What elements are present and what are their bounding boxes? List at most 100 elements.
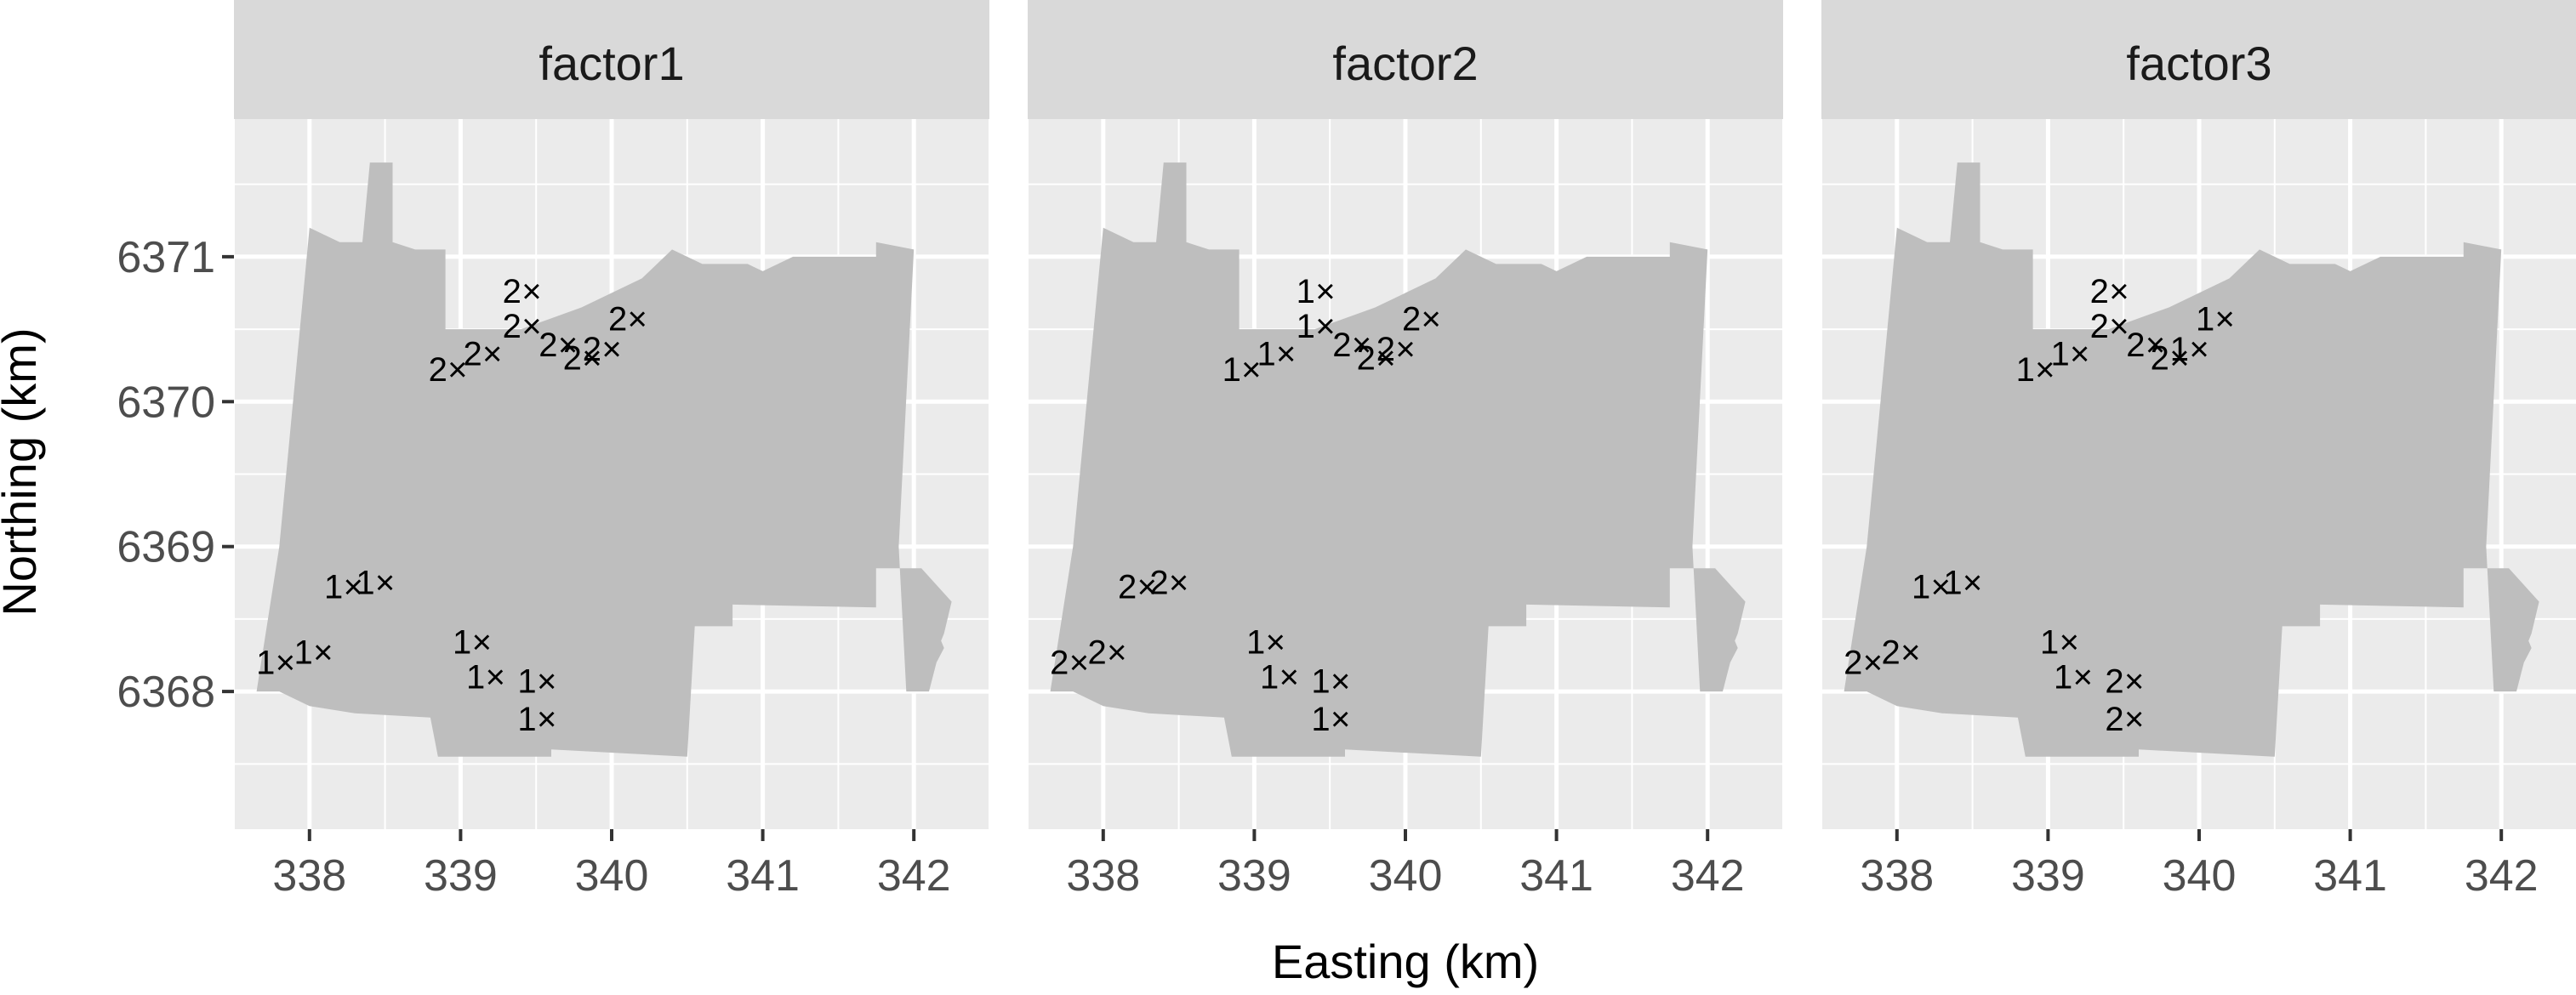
x-tick-label: 338 — [272, 851, 346, 901]
data-point: ×2 — [563, 339, 602, 377]
point-marker: × — [482, 335, 502, 372]
point-label: 2 — [2090, 308, 2109, 345]
point-marker: × — [1931, 569, 1951, 606]
x-tick-label: 340 — [1369, 851, 1443, 901]
data-point: ×2 — [1844, 644, 1883, 681]
point-label: 1 — [2050, 335, 2069, 372]
point-label: 1 — [1297, 308, 1315, 345]
data-point: ×1 — [294, 634, 333, 671]
point-marker: × — [1331, 662, 1350, 700]
point-marker: × — [537, 701, 556, 738]
point-marker: × — [375, 565, 395, 602]
data-point: ×2 — [2090, 273, 2129, 310]
facet-panel-factor1: factor1×2×2 ×2×2×2×2 ×2×2×1 ×1×1×1×1×1 ×1×13… — [233, 0, 990, 901]
facet-strip — [234, 0, 989, 119]
y-axis-title: Northing (km) — [0, 327, 46, 616]
point-label: 1 — [2016, 351, 2035, 389]
point-label: 1 — [2054, 658, 2072, 696]
data-point: ×1 — [1260, 658, 1299, 696]
point-label: 1 — [1912, 569, 1930, 606]
x-tick-label: 338 — [1066, 851, 1140, 901]
point-marker: × — [521, 273, 541, 310]
point-label: 2 — [1149, 565, 1168, 602]
point-label: 1 — [356, 565, 374, 602]
data-point: ×1 — [1257, 335, 1296, 372]
point-label: 2 — [1402, 300, 1421, 338]
point-label: 2 — [1050, 644, 1069, 681]
point-marker: × — [472, 623, 492, 661]
point-label: 2 — [1332, 327, 1351, 364]
data-point: ×1 — [2040, 623, 2079, 661]
point-marker: × — [1137, 569, 1157, 606]
data-point: ×1 — [2170, 331, 2209, 368]
x-tick-label: 341 — [1519, 851, 1593, 901]
point-marker: × — [2146, 327, 2165, 364]
point-marker: × — [447, 351, 467, 389]
point-marker: × — [1279, 658, 1299, 696]
point-marker: × — [344, 569, 363, 606]
data-point: ×1 — [1297, 308, 1336, 345]
point-marker: × — [1169, 565, 1188, 602]
point-label: 1 — [1260, 658, 1279, 696]
point-label: 1 — [294, 634, 313, 671]
point-label: 2 — [503, 308, 521, 345]
data-point: ×2 — [503, 273, 542, 310]
point-label: 1 — [256, 644, 275, 681]
data-point: ×2 — [608, 300, 647, 338]
point-label: 2 — [563, 339, 582, 377]
point-marker: × — [582, 339, 601, 377]
point-label: 1 — [517, 662, 536, 700]
facet-panel-factor3: factor3×2×2 ×1×1×1×2 ×1×2×1 ×1×2×2×1×1 ×2×23… — [1821, 0, 2576, 901]
x-tick-label: 339 — [2011, 851, 2085, 901]
data-point: ×2 — [463, 335, 502, 372]
point-label: 2 — [429, 351, 447, 389]
point-marker: × — [1376, 339, 1395, 377]
point-marker: × — [628, 300, 647, 338]
facet-strip-label: factor2 — [1332, 37, 1478, 90]
data-point: ×2 — [503, 308, 542, 345]
y-axis: 6368 6369 6370 6371 — [117, 233, 234, 717]
x-tick-label: 341 — [2313, 851, 2387, 901]
data-point: ×2 — [1088, 634, 1127, 671]
data-point: ×1 — [1311, 701, 1350, 738]
y-tick-label: 6368 — [117, 668, 215, 717]
data-point: ×1 — [1246, 623, 1285, 661]
point-marker: × — [2169, 339, 2189, 377]
point-marker: × — [2070, 335, 2089, 372]
point-label: 2 — [1118, 569, 1137, 606]
data-point: ×2 — [1050, 644, 1089, 681]
point-marker: × — [1315, 308, 1335, 345]
data-point: ×1 — [2016, 351, 2055, 389]
data-point: ×1 — [324, 569, 363, 606]
data-point: ×1 — [1311, 662, 1350, 700]
point-label: 2 — [2105, 662, 2123, 700]
data-point: ×2 — [2126, 327, 2165, 364]
point-marker: × — [537, 662, 556, 700]
facet-panels: factor1×2×2 ×2×2×2×2 ×2×2×1 ×1×1×1×1×1 ×1×13… — [233, 0, 2576, 901]
x-axis-title: Easting (km) — [1272, 935, 1539, 988]
point-marker: × — [1107, 634, 1126, 671]
data-point: ×2 — [1149, 565, 1188, 602]
data-point: ×2 — [1118, 569, 1157, 606]
point-label: 1 — [2170, 331, 2189, 368]
study-region — [1844, 162, 2539, 757]
y-tick-label: 6370 — [117, 378, 215, 427]
point-marker: × — [1863, 644, 1883, 681]
x-tick-label: 338 — [1860, 851, 1934, 901]
point-label: 2 — [2105, 701, 2123, 738]
point-marker: × — [1331, 701, 1350, 738]
y-tick-label: 6369 — [117, 523, 215, 572]
data-point: ×1 — [256, 644, 295, 681]
point-marker: × — [601, 331, 621, 368]
point-label: 1 — [1297, 273, 1315, 310]
data-point: ×2 — [2105, 662, 2144, 700]
point-marker: × — [1069, 644, 1089, 681]
data-point: ×1 — [517, 662, 556, 700]
facet-strip-label: factor1 — [539, 37, 684, 90]
data-point: ×2 — [539, 327, 578, 364]
data-point: ×1 — [2054, 658, 2093, 696]
data-point: ×1 — [517, 701, 556, 738]
data-point: ×1 — [2196, 300, 2235, 338]
point-label: 2 — [608, 300, 627, 338]
point-marker: × — [558, 327, 578, 364]
